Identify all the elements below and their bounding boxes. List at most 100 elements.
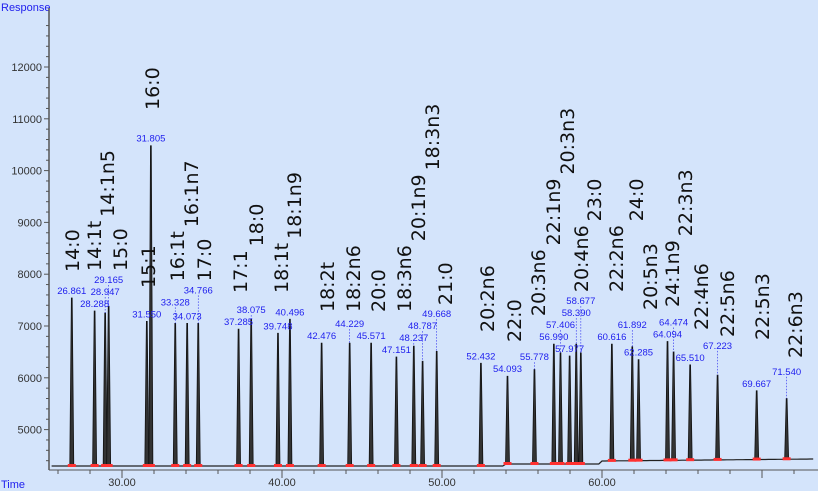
peak (609, 343, 615, 461)
retention-time-label: 40.496 (275, 307, 304, 318)
integration-mark (367, 464, 376, 467)
integration-mark (418, 464, 427, 467)
compound-label: 20:3n6 (528, 249, 550, 316)
peak (287, 318, 293, 467)
retention-time-label: 55.778 (520, 352, 549, 363)
compound-label: 22:5n3 (752, 273, 774, 340)
peak (551, 343, 557, 465)
integration-mark (607, 458, 616, 462)
retention-time-label: 52.432 (466, 351, 495, 362)
retention-time-label: 57.406 (546, 320, 575, 331)
peak (434, 350, 440, 467)
integration-mark (503, 462, 512, 465)
integration-mark (142, 464, 151, 467)
retention-time-label: 48.237 (399, 333, 428, 344)
compound-label: 16:1t (167, 231, 189, 281)
integration-mark (171, 464, 180, 467)
compound-label: 14:0 (62, 229, 84, 272)
peak (567, 355, 573, 465)
integration-mark (686, 458, 695, 462)
compound-label: 18:2n6 (343, 245, 365, 312)
retention-time-label: 64.094 (653, 330, 682, 341)
peak (478, 362, 484, 467)
compound-label: 21:0 (435, 262, 457, 305)
retention-time-label: 28.288 (80, 299, 109, 310)
retention-time-label: 37.285 (224, 317, 253, 328)
compound-label: 23:0 (584, 179, 606, 222)
integration-mark (146, 464, 155, 467)
integration-mark (409, 464, 418, 467)
peak (319, 342, 325, 467)
x-tick-label: 40.00 (268, 477, 296, 489)
compound-label: 24:1n9 (662, 240, 684, 307)
integration-mark (556, 462, 565, 465)
peak (505, 375, 510, 465)
peak (275, 332, 281, 467)
compound-label: 22:4n6 (691, 263, 713, 330)
retention-time-label: 56.990 (539, 332, 568, 343)
compound-label: 18:2t (317, 262, 339, 312)
retention-time-label: 28.947 (91, 287, 120, 298)
integration-mark (752, 457, 761, 461)
compound-label: 20:0 (368, 269, 390, 312)
compound-label: 22:3n3 (675, 169, 697, 236)
retention-time-label: 62.285 (624, 348, 653, 359)
compound-label: 16:0 (142, 67, 164, 110)
integration-mark (669, 458, 678, 462)
retention-time-label: 38.075 (237, 305, 266, 316)
y-tick-label: 9000 (18, 217, 42, 229)
compound-label: 20:1n9 (408, 174, 430, 241)
compound-label: 16:1n7 (181, 160, 203, 227)
peak (236, 328, 241, 467)
integration-mark (194, 464, 203, 467)
integration-mark (247, 464, 256, 467)
integration-mark (345, 464, 354, 467)
compound-label: 17:1 (230, 250, 252, 293)
retention-time-label: 39.748 (263, 321, 292, 332)
peak (629, 346, 635, 461)
compound-label: 18:1t (271, 243, 293, 293)
peak (144, 320, 150, 467)
y-tick-label: 12000 (11, 62, 42, 74)
compound-label: 20:3n3 (557, 108, 579, 175)
compound-label: 22:0 (504, 299, 526, 342)
peak (347, 342, 353, 467)
compound-label: 22:5n6 (717, 270, 739, 337)
retention-time-label: 48.787 (408, 321, 437, 332)
peak (636, 359, 641, 461)
integration-mark (572, 462, 581, 465)
peak (184, 323, 190, 467)
retention-time-label: 45.571 (357, 331, 386, 342)
compound-label: 20:4n6 (571, 225, 593, 292)
compound-label: 14:1t (84, 221, 106, 271)
integration-mark (392, 464, 401, 467)
retention-time-label: 34.073 (173, 311, 202, 322)
retention-time-label: 26.861 (57, 286, 86, 297)
compound-label: 24:0 (626, 179, 648, 222)
integration-mark (549, 462, 558, 465)
peak (148, 145, 154, 467)
integration-mark (628, 458, 637, 462)
retention-time-label: 31.805 (136, 134, 165, 145)
compound-label: 18:3n6 (394, 245, 416, 312)
retention-time-label: 58.390 (562, 308, 591, 319)
integration-mark (234, 464, 243, 467)
y-tick-label: 8000 (18, 269, 42, 281)
x-tick-label: 50.00 (428, 477, 456, 489)
y-tick-label: 11000 (12, 114, 42, 126)
peak (368, 342, 374, 467)
peak (754, 390, 760, 460)
compound-label: 22:1n9 (543, 179, 565, 246)
peak (394, 356, 399, 467)
x-tick-label: 60.00 (588, 477, 616, 489)
compound-label: 15:0 (110, 228, 132, 271)
x-tick-label: 30.00 (108, 477, 136, 489)
integration-mark (183, 464, 192, 467)
x-axis-title: Time (1, 479, 25, 491)
compound-label: 20:5n3 (640, 243, 662, 310)
peak (558, 352, 563, 465)
integration-mark (90, 464, 99, 467)
integration-mark (67, 464, 76, 467)
